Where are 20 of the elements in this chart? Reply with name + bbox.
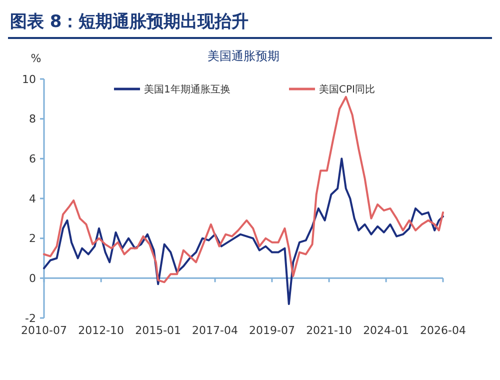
x-tick-label: 2026-04: [420, 324, 466, 337]
x-tick-label: 2017-04: [192, 324, 238, 337]
y-tick-label: 10: [22, 72, 36, 86]
chart-title: 图表 8：短期通胀预期出现抬升: [10, 12, 249, 32]
x-tick-label: 2015-01: [135, 324, 182, 337]
y-axis-title: %: [30, 52, 42, 65]
x-tick-label: 2024-01: [363, 324, 410, 337]
legend-label: 美国1年期通胀互换: [144, 84, 230, 96]
legend-label: 美国CPI同比: [319, 84, 375, 96]
y-tick-label: 4: [29, 192, 36, 206]
x-tick-label: 2010-07: [21, 324, 67, 337]
y-tick-label: 8: [29, 112, 36, 126]
y-tick-label: -2: [25, 312, 36, 325]
y-tick-label: 6: [29, 152, 36, 166]
y-tick-label: 0: [29, 272, 36, 286]
chart-subtitle: 美国通胀预期: [208, 49, 280, 63]
y-tick-label: 2: [29, 232, 36, 246]
x-tick-label: 2021-10: [306, 324, 352, 337]
x-tick-label: 2012-10: [78, 324, 124, 337]
x-tick-label: 2019-07: [248, 324, 295, 337]
